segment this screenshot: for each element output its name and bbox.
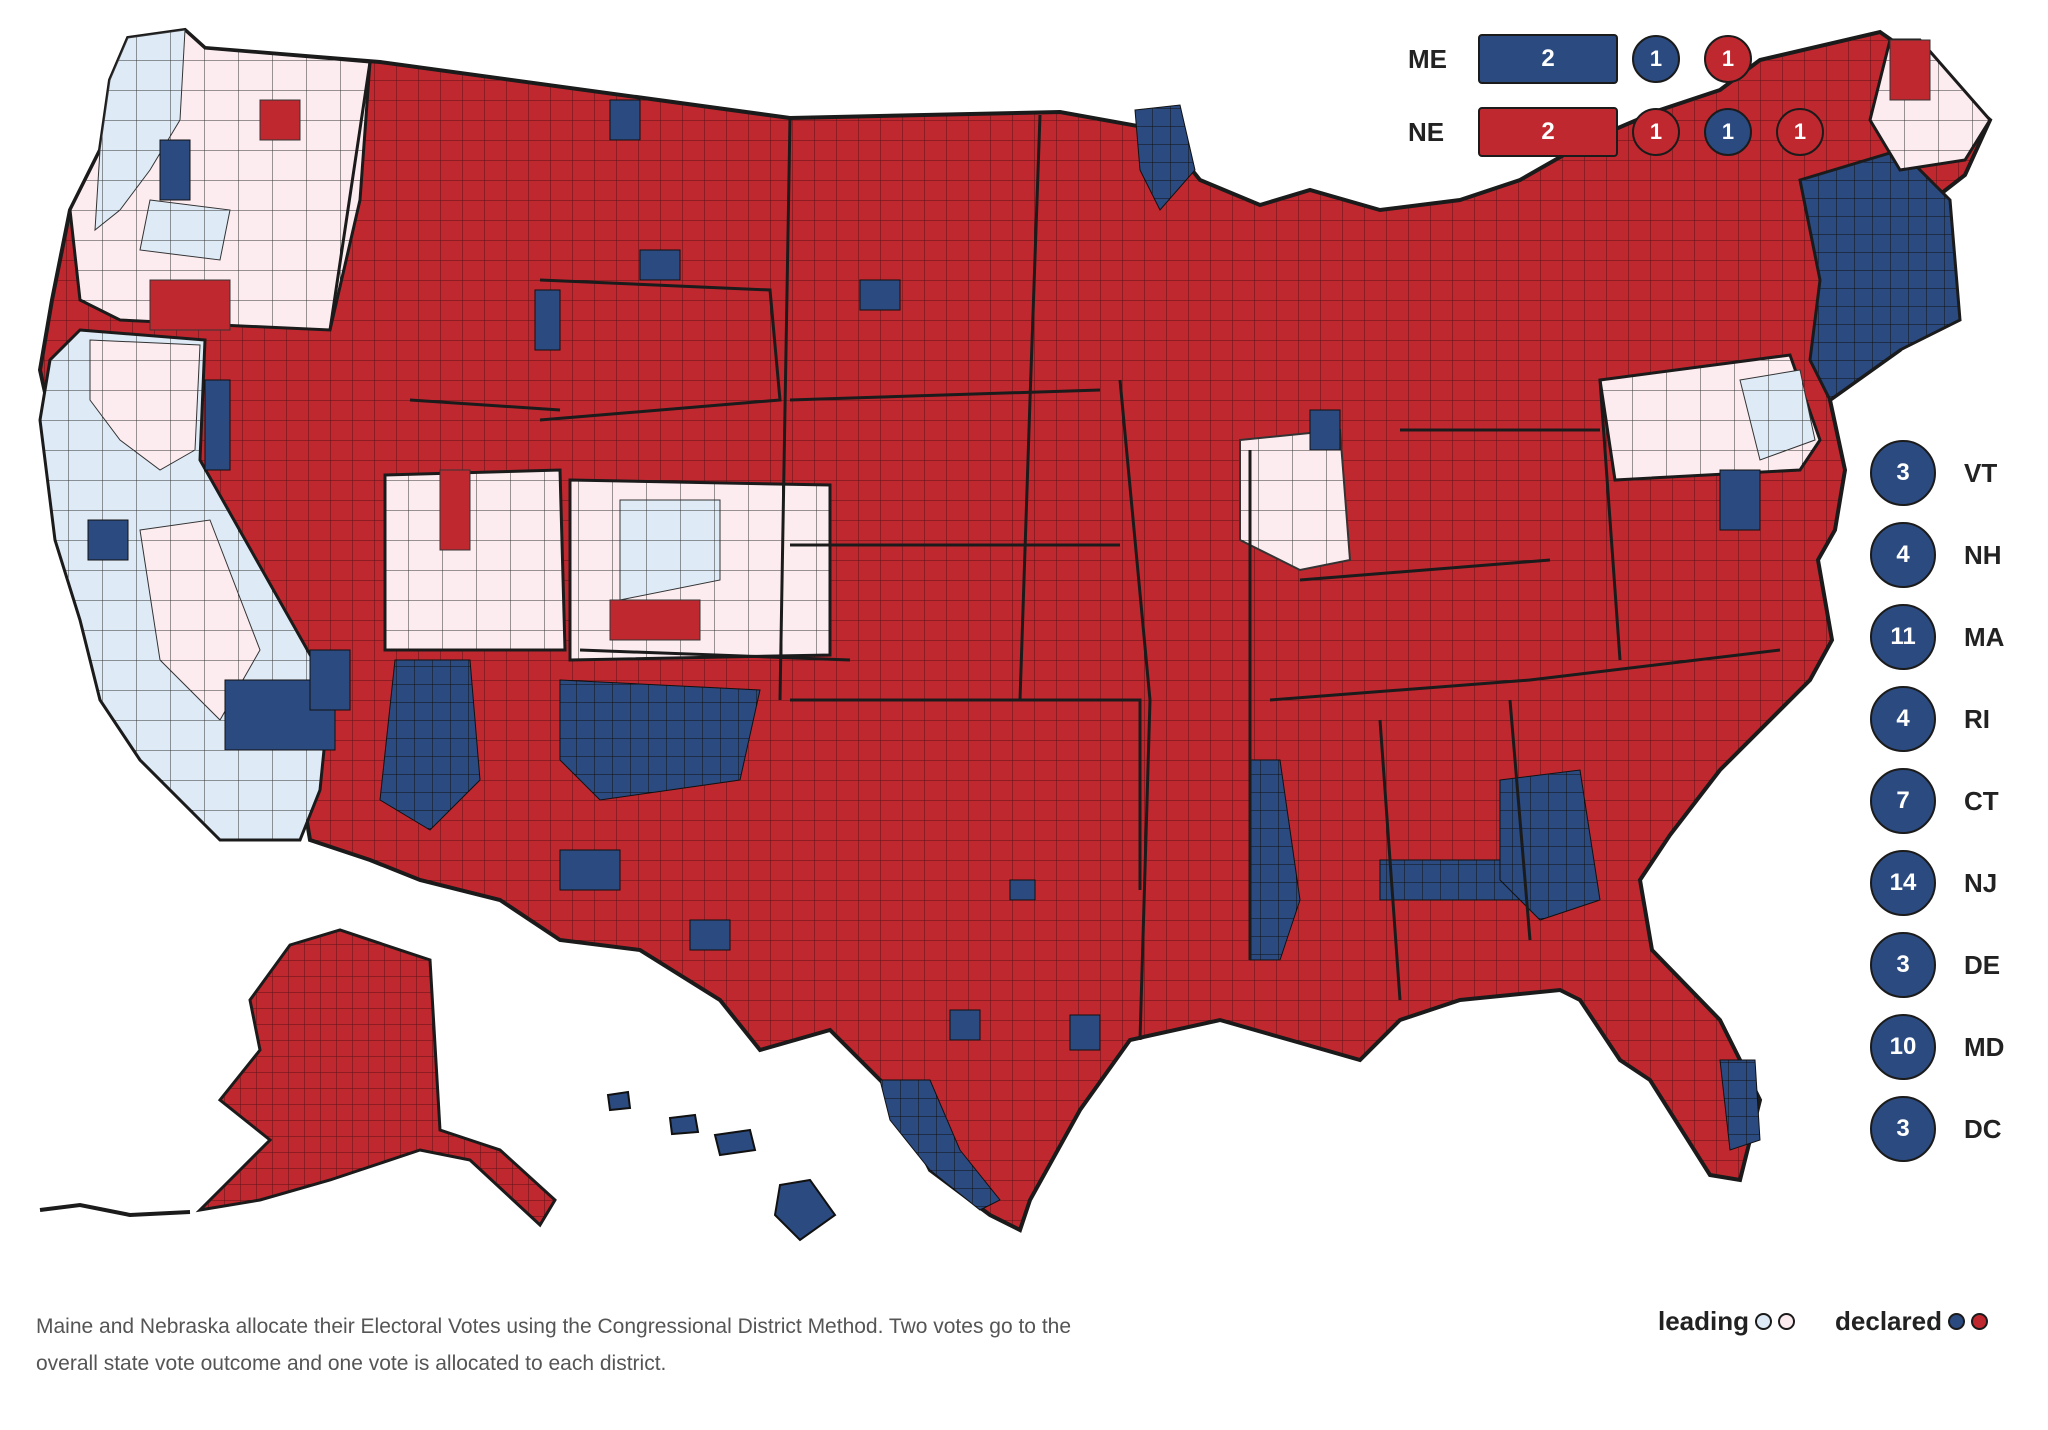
md-label: MD <box>1964 1031 2005 1062</box>
illinois-leading <box>1239 428 1352 572</box>
legend-declared-label: declared <box>1835 1306 1942 1336</box>
hawaii-oahu <box>668 1113 700 1136</box>
small-state-nj: 14 NJ <box>1870 842 2024 924</box>
utah-leading <box>383 468 567 652</box>
pa-east-dem-leading <box>1739 369 1816 461</box>
dc-label: DC <box>1964 1113 2002 1144</box>
state-borders <box>328 61 1781 1041</box>
ma-votes: 11 <box>1870 604 1936 670</box>
small-state-nh: 4 NH <box>1870 514 2024 596</box>
hawaii-kauai <box>606 1090 632 1112</box>
ne-label: NE <box>1408 116 1445 147</box>
tx-dallas-dem <box>1009 879 1036 901</box>
footnote: Maine and Nebraska allocate their Electo… <box>36 1308 1236 1382</box>
aleutian-islands <box>39 1202 191 1218</box>
northeast-declared <box>1798 148 1962 403</box>
id-dem-patch <box>639 249 681 281</box>
small-state-md: 10 MD <box>1870 1006 2024 1088</box>
wa-coast-dem-leading <box>94 29 186 232</box>
ca-bay-dem-declared <box>87 519 129 561</box>
nh-label: NH <box>1964 539 2002 570</box>
dc-votes: 3 <box>1870 1096 1936 1162</box>
de-label: DE <box>1964 949 2001 980</box>
tx-elpaso-dem <box>689 919 731 951</box>
az-dem-declared <box>379 659 481 831</box>
il-chicago-dem <box>1309 409 1341 451</box>
alaska <box>195 928 557 1228</box>
mn-north-dem <box>1134 104 1196 211</box>
small-states-list: 3 VT 4 NH 11 MA 4 RI 7 CT 14 NJ 3 DE 10 … <box>1870 432 2024 1170</box>
footnote-line-2: overall state vote outcome and one vote … <box>36 1352 667 1375</box>
nj-votes: 14 <box>1870 850 1936 916</box>
wy-dem-patch <box>534 289 561 351</box>
legend-rep-leading-dot <box>1778 1313 1796 1330</box>
me-north-rep <box>1889 39 1931 101</box>
tx-houston-dem <box>1069 1014 1101 1051</box>
ne-allocation-row: NE 2 1 1 1 <box>1408 107 1848 157</box>
ne-district-1-votes: 1 <box>1632 108 1680 156</box>
small-state-ct: 7 CT <box>1870 760 2024 842</box>
small-state-vt: 3 VT <box>1870 432 2024 514</box>
vt-votes: 3 <box>1870 440 1936 506</box>
md-va-dem <box>1719 469 1761 531</box>
or-dem-leading <box>139 199 231 261</box>
nv-dem-declared <box>309 649 351 711</box>
small-state-ma: 11 MA <box>1870 596 2024 678</box>
me-district-1-votes: 1 <box>1632 35 1680 83</box>
mt-dem-patch <box>609 99 641 141</box>
me-label: ME <box>1408 43 1447 74</box>
md-votes: 10 <box>1870 1014 1936 1080</box>
legend: leading declared <box>1658 1306 1988 1337</box>
legend-leading-label: leading <box>1658 1306 1750 1336</box>
ri-label: RI <box>1964 703 1990 734</box>
nm-south-dem <box>559 849 621 891</box>
al-black-belt-dem <box>1379 859 1521 901</box>
me-allocation-row: ME 2 1 1 <box>1408 34 1776 84</box>
legend-dem-declared-dot <box>1947 1313 1965 1330</box>
hawaii-maui <box>713 1128 757 1157</box>
nm-dem-declared <box>559 679 761 801</box>
de-votes: 3 <box>1870 932 1936 998</box>
wa-red-patch <box>259 99 301 141</box>
co-red-patch <box>609 599 701 641</box>
nh-votes: 4 <box>1870 522 1936 588</box>
ri-votes: 4 <box>1870 686 1936 752</box>
vt-label: VT <box>1964 457 1998 488</box>
ma-label: MA <box>1964 621 2005 652</box>
co-dem-leading <box>619 499 721 601</box>
small-state-ri: 4 RI <box>1870 678 2024 760</box>
ca-north-rep-leading <box>89 339 201 471</box>
me-district-2-votes: 1 <box>1704 35 1752 83</box>
ne-district-2-votes: 1 <box>1704 108 1752 156</box>
hawaii-big-island <box>773 1178 837 1242</box>
tx-border-dem <box>879 1079 1001 1211</box>
ne-statewide-votes: 2 <box>1478 107 1618 157</box>
footnote-line-1: Maine and Nebraska allocate their Electo… <box>36 1315 1072 1338</box>
tx-austin-dem <box>949 1009 981 1041</box>
ct-votes: 7 <box>1870 768 1936 834</box>
legend-rep-declared-dot <box>1970 1313 1988 1330</box>
sd-dem-patch <box>859 279 901 311</box>
nv-north-dem <box>204 379 231 471</box>
ut-red-patch <box>439 469 471 551</box>
fl-south-dem <box>1719 1059 1761 1151</box>
small-state-dc: 3 DC <box>1870 1088 2024 1170</box>
small-state-de: 3 DE <box>1870 924 2024 1006</box>
legend-dem-leading-dot <box>1755 1313 1773 1330</box>
nj-label: NJ <box>1964 867 1998 898</box>
wa-dem-declared <box>159 139 191 201</box>
ne-district-3-votes: 1 <box>1776 108 1824 156</box>
me-statewide-votes: 2 <box>1478 34 1618 84</box>
or-red-patch <box>149 279 231 331</box>
ct-label: CT <box>1964 785 1999 816</box>
